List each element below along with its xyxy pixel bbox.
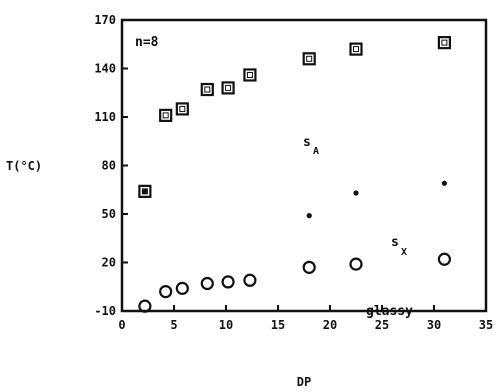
x-tick-label: 35 [479, 318, 493, 332]
annotation-sx: s [391, 235, 399, 250]
annotation-sa: s [303, 135, 311, 150]
data-point-circle [302, 260, 316, 274]
y-ticks: -10 20 50 80 110 140 170 [94, 13, 128, 318]
y-tick-label: 20 [102, 256, 116, 270]
x-tick-label: 15 [271, 318, 285, 332]
data-point-circle [349, 257, 363, 271]
y-tick-label: 140 [94, 62, 116, 76]
x-tick-label: 25 [375, 318, 389, 332]
data-point-circle [159, 285, 173, 299]
data-point-circle [175, 281, 189, 295]
data-point-circle [138, 299, 152, 313]
data-point-square [138, 184, 152, 198]
x-tick-label: 10 [219, 318, 233, 332]
y-tick-label: -10 [94, 304, 116, 318]
y-tick-label: 170 [94, 13, 116, 27]
data-point-square [159, 108, 173, 122]
x-tick-label: 30 [427, 318, 441, 332]
data-points [138, 36, 451, 313]
data-point-square [243, 68, 257, 82]
data-point-circle [437, 252, 451, 266]
data-point-square [221, 81, 235, 95]
data-point-square-inner [225, 84, 232, 91]
data-point-circle [243, 273, 257, 287]
data-point-square-inner [441, 39, 448, 46]
y-tick-label: 50 [102, 207, 116, 221]
data-point-square-inner [162, 112, 169, 119]
data-point-dot [441, 180, 447, 186]
data-point-circle [221, 275, 235, 289]
data-point-dot [353, 190, 359, 196]
x-axis-label: DP [297, 375, 311, 389]
y-axis-label: T(°C) [6, 159, 42, 173]
data-point-square [437, 36, 451, 50]
data-point-square-inner [204, 86, 211, 93]
data-point-square-inner [353, 46, 359, 53]
data-point-dot [142, 188, 148, 194]
data-point-square [175, 102, 189, 116]
data-point-square [349, 42, 363, 56]
y-tick-label: 80 [102, 159, 116, 173]
y-tick-label: 110 [94, 110, 116, 124]
data-point-circle [200, 276, 214, 291]
annotation-n: n=8 [135, 35, 159, 50]
x-tick-label: 20 [323, 318, 337, 332]
x-ticks: 0 5 10 15 20 25 30 35 [118, 305, 493, 332]
data-point-square [302, 52, 316, 66]
annotation-sx-sub: X [401, 247, 407, 258]
x-tick-label: 5 [170, 318, 177, 332]
x-tick-label: 0 [118, 318, 125, 332]
data-point-square-inner [179, 105, 186, 112]
annotation-sa-sub: A [313, 146, 319, 157]
data-point-square-inner [306, 55, 313, 62]
data-point-square [200, 82, 214, 97]
data-point-square-inner [246, 71, 253, 78]
annotation-glassy: glassy [366, 304, 413, 319]
data-point-dot [306, 213, 312, 219]
